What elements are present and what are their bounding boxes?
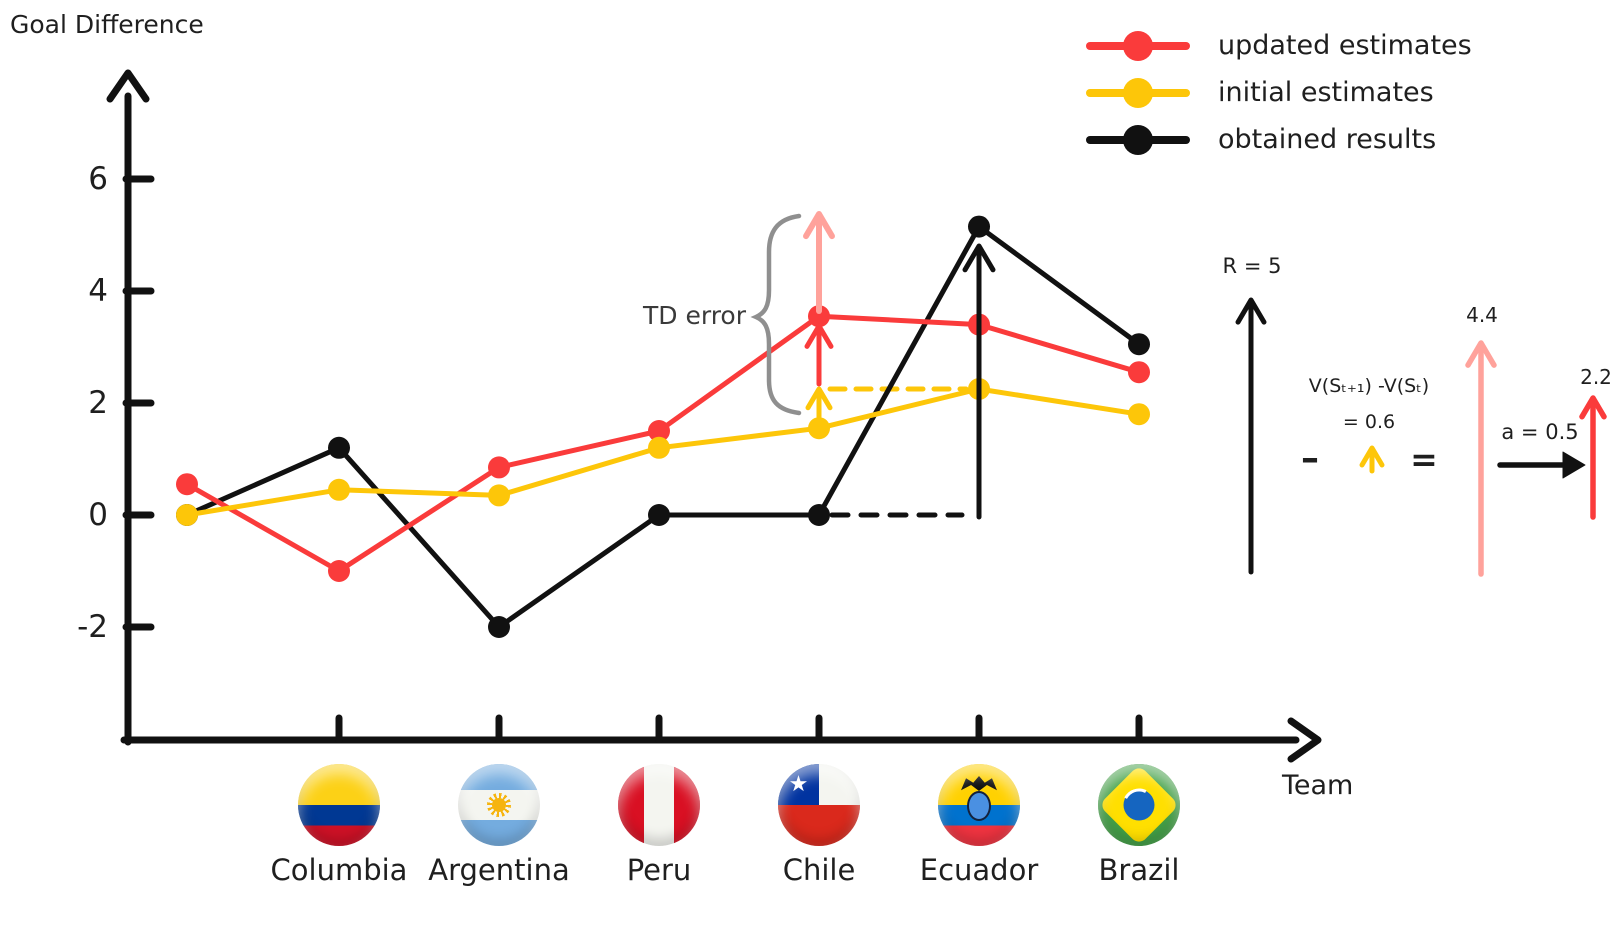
alpha-right-arrow xyxy=(1497,451,1586,479)
team-label-brazil: Brazil xyxy=(1098,853,1180,887)
legend-swatch-updated-estimates xyxy=(1086,29,1190,63)
minus-operator: – xyxy=(1301,438,1319,479)
data-point-updated-estimates xyxy=(328,560,350,582)
chile-salmon-arrow xyxy=(803,211,835,314)
data-point-obtained-results xyxy=(328,436,350,459)
data-point-initial-estimates xyxy=(328,478,350,501)
legend-label-initial-estimates: initial estimates xyxy=(1218,77,1434,108)
pink-arrow-value-label: 4.4 xyxy=(1466,303,1498,327)
brazil-globe-icon xyxy=(1123,789,1155,821)
legend-label-updated-estimates: updated estimates xyxy=(1218,30,1472,61)
data-point-obtained-results xyxy=(968,215,990,238)
chile-flag-icon: ★ xyxy=(778,764,860,846)
y-axis-tick-label: 4 xyxy=(88,273,108,309)
data-point-initial-estimates xyxy=(648,436,670,459)
ecuador-condor-icon xyxy=(961,776,997,791)
brazil-band-icon xyxy=(1118,784,1160,826)
series-initial-estimates xyxy=(176,378,1150,526)
equals-operator: = xyxy=(1410,440,1438,479)
y-axis-tick-label: -2 xyxy=(77,609,108,645)
value-diff-formula: V(Sₜ₊₁) -V(Sₜ) xyxy=(1308,375,1430,397)
data-point-initial-estimates xyxy=(1128,403,1150,426)
data-point-updated-estimates xyxy=(648,420,670,442)
alpha-label: a = 0.5 xyxy=(1501,420,1579,444)
td-error-label: TD error xyxy=(643,301,746,330)
columbia-flag-icon xyxy=(298,764,380,846)
x-axis-title: Team xyxy=(1282,770,1354,801)
data-point-updated-estimates xyxy=(176,473,198,496)
y-axis-tick-label: 2 xyxy=(88,385,108,421)
team-label-argentina: Argentina xyxy=(428,853,570,887)
legend-swatch-initial-estimates xyxy=(1086,76,1190,110)
red-22-arrow xyxy=(1579,395,1607,520)
data-point-initial-estimates xyxy=(808,417,830,440)
legend-row-initial-estimates: initial estimates xyxy=(1086,69,1472,116)
data-point-obtained-results xyxy=(648,504,670,526)
legend-row-obtained-results: obtained results xyxy=(1086,116,1472,163)
x-axis xyxy=(120,717,1322,763)
team-label-columbia: Columbia xyxy=(270,853,408,887)
reward-arrow xyxy=(1235,297,1267,575)
value-diff-result: = 0.6 xyxy=(1342,411,1396,433)
chile-star-icon: ★ xyxy=(778,764,819,805)
reward-label: R = 5 xyxy=(1222,254,1282,278)
legend-label-obtained-results: obtained results xyxy=(1218,124,1437,155)
argentina-flag-icon xyxy=(458,764,540,846)
team-label-peru: Peru xyxy=(626,853,692,887)
data-point-updated-estimates xyxy=(1128,361,1150,384)
y-axis xyxy=(106,69,150,746)
data-point-obtained-results xyxy=(488,616,510,638)
red-arrow-value-label: 2.2 xyxy=(1580,365,1612,389)
data-point-updated-estimates xyxy=(488,456,510,479)
legend-swatch-obtained-results xyxy=(1086,123,1190,157)
data-point-initial-estimates xyxy=(176,504,198,526)
chile-yellow-arrow xyxy=(805,386,833,427)
legend-row-updated-estimates: updated estimates xyxy=(1086,22,1472,69)
data-point-obtained-results xyxy=(808,504,830,526)
td-error-brace xyxy=(750,213,802,416)
data-point-obtained-results xyxy=(1128,333,1150,356)
pink-44-arrow xyxy=(1465,340,1497,577)
argentina-sun-icon xyxy=(487,793,511,817)
ecuador-black-arrow xyxy=(962,243,996,520)
y-axis-tick-label: 6 xyxy=(88,161,108,197)
chile-red-arrow xyxy=(804,323,834,387)
team-label-chile: Chile xyxy=(782,853,856,887)
brazil-flag-icon xyxy=(1098,764,1180,846)
data-point-updated-estimates xyxy=(808,305,830,328)
ecuador-globe-icon xyxy=(967,791,991,821)
ecuador-flag-icon xyxy=(938,764,1020,846)
y-axis-tick-label: 0 xyxy=(88,497,108,533)
data-point-initial-estimates xyxy=(488,484,510,507)
peru-flag-icon xyxy=(618,764,700,846)
legend: updated estimates initial estimates obta… xyxy=(1086,22,1472,163)
team-label-ecuador: Ecuador xyxy=(919,853,1039,887)
y-axis-title: Goal Difference xyxy=(10,10,204,39)
equation-yellow-arrow xyxy=(1359,445,1385,474)
brazil-diamond-icon xyxy=(1098,764,1180,846)
